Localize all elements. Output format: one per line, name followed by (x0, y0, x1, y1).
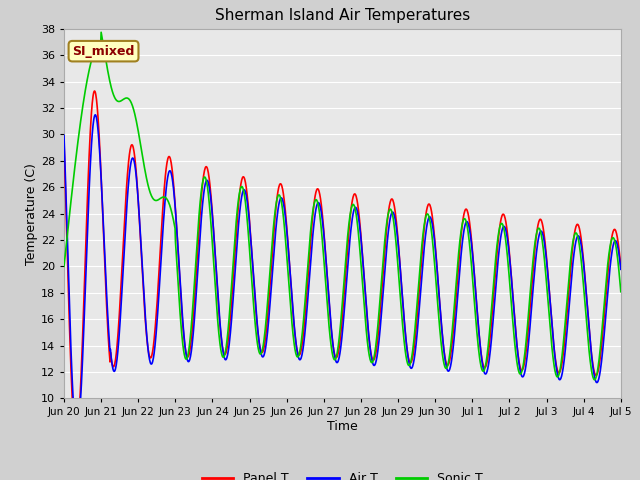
Legend: Panel T, Air T, Sonic T: Panel T, Air T, Sonic T (196, 468, 488, 480)
Y-axis label: Temperature (C): Temperature (C) (25, 163, 38, 264)
X-axis label: Time: Time (327, 420, 358, 433)
Title: Sherman Island Air Temperatures: Sherman Island Air Temperatures (215, 9, 470, 24)
Text: SI_mixed: SI_mixed (72, 45, 135, 58)
